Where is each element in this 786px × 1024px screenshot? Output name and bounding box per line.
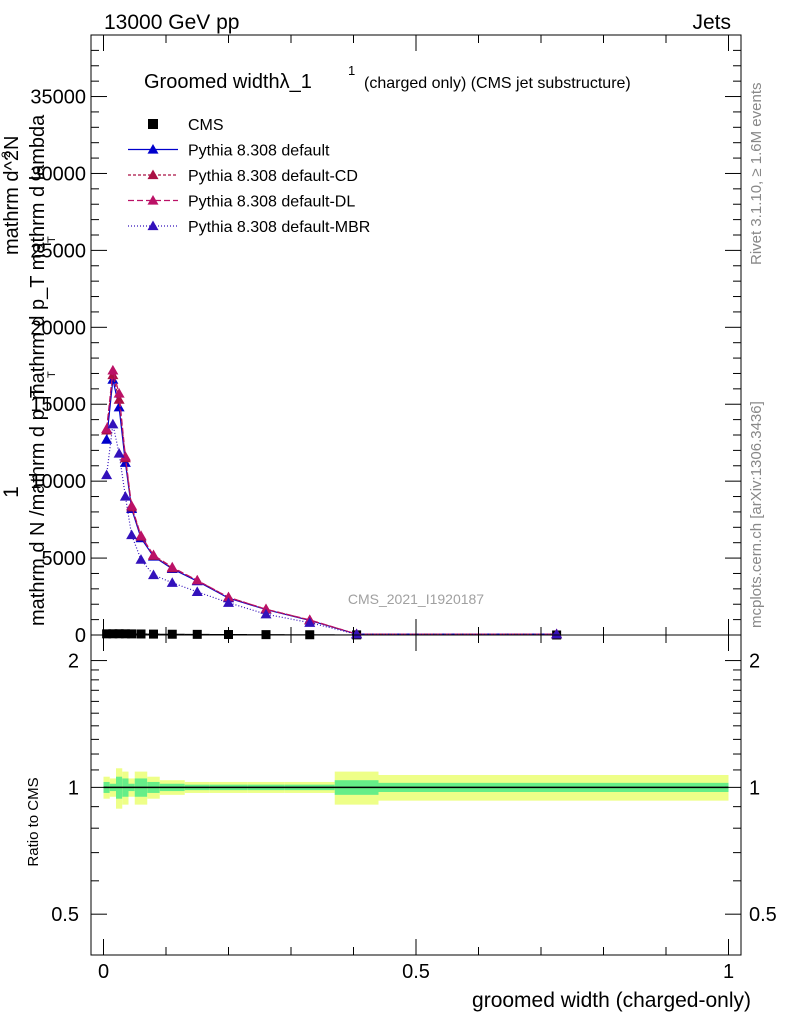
ylabel-superscript: 2 bbox=[0, 151, 13, 158]
y-tick-label: 10000 bbox=[30, 471, 86, 493]
cms-point bbox=[102, 629, 112, 639]
ratio-ylabel: Ratio to CMS bbox=[25, 777, 42, 866]
series-line-2 bbox=[106, 374, 557, 635]
series-point-3 bbox=[107, 364, 119, 375]
cms-point bbox=[136, 629, 146, 639]
series-point-4 bbox=[107, 418, 119, 429]
title-main: Groomed widthλ_1 bbox=[144, 71, 312, 93]
series-point-4 bbox=[126, 529, 138, 540]
y-tick-label: 5000 bbox=[42, 548, 87, 570]
series-point-3 bbox=[260, 603, 272, 614]
ylabel-t-sub: T bbox=[46, 236, 58, 243]
ratio-bands bbox=[103, 768, 729, 809]
series-point-4 bbox=[135, 554, 147, 564]
legend: CMS Pythia 8.308 default Pythia 8.308 defa… bbox=[128, 117, 370, 236]
ratio-y-tick-label-right: 1 bbox=[749, 777, 760, 799]
series-point-3 bbox=[148, 549, 159, 560]
x-tick-label: 0.5 bbox=[402, 961, 430, 983]
ratio-y-tick-label-left: 2 bbox=[68, 651, 79, 673]
legend-marker bbox=[147, 195, 159, 205]
legend-label: Pythia 8.308 default-MBR bbox=[188, 219, 370, 236]
mcplots-label: mcplots.cern.ch [arXiv:1306.3436] bbox=[748, 401, 765, 628]
series-point-4 bbox=[304, 617, 316, 627]
ylabel-t-sub2: T bbox=[46, 371, 58, 378]
series-point-1 bbox=[101, 434, 113, 444]
main-ylabel: 1 mathrm d N /mathrm d p_T mathrm d^2N 2… bbox=[0, 114, 58, 626]
series-point-4 bbox=[260, 608, 272, 619]
series-point-1 bbox=[113, 401, 125, 412]
series-point-3 bbox=[191, 574, 203, 585]
main-axes: 0 5000 10000 15000 20000 25000 30000 35000 bbox=[30, 34, 742, 647]
ratio-axes: 0.5 0.5 1 1 2 2 0 0.5 1 bbox=[51, 634, 777, 983]
y-tick-label: 30000 bbox=[30, 163, 86, 185]
series-point-3 bbox=[119, 451, 131, 461]
analysis-label: CMS_2021_I1920187 bbox=[348, 591, 484, 607]
legend-marker bbox=[147, 169, 159, 180]
x-tick-label: 1 bbox=[723, 961, 734, 983]
legend-label: Pythia 8.308 default-DL bbox=[188, 194, 355, 211]
x-tick-label: 0 bbox=[98, 961, 109, 983]
series-point-4 bbox=[119, 491, 131, 501]
series-point-4 bbox=[113, 447, 125, 458]
y-tick-label: 20000 bbox=[30, 317, 86, 339]
legend-label: Pythia 8.308 default bbox=[188, 143, 330, 160]
y-tick-label: 0 bbox=[75, 625, 86, 647]
series-point-3 bbox=[166, 561, 178, 572]
series-point-3 bbox=[223, 591, 234, 602]
cms-point bbox=[149, 629, 158, 639]
series-point-3 bbox=[101, 423, 113, 433]
y-tick-label: 25000 bbox=[30, 240, 86, 262]
ylabel-dn: mathrm d^2N bbox=[1, 136, 23, 255]
ylabel-dpt: mathrm d p_T mathrm d lambda bbox=[27, 114, 49, 400]
series-point-4 bbox=[101, 469, 113, 480]
legend-marker bbox=[147, 220, 159, 231]
title-superscript: 1 bbox=[348, 63, 355, 78]
y-tick-label: 15000 bbox=[30, 394, 86, 416]
series-point-3 bbox=[135, 530, 147, 540]
cms-point bbox=[127, 629, 137, 639]
ratio-y-tick-label-left: 0.5 bbox=[51, 904, 79, 926]
series-point-4 bbox=[551, 628, 563, 639]
ratio-y-tick-label-left: 1 bbox=[68, 777, 79, 799]
ylabel-denominator: mathrm d N /mathrm d p_T bbox=[27, 386, 49, 626]
cms-point bbox=[114, 629, 124, 639]
series-point-3 bbox=[113, 387, 125, 398]
cms-point bbox=[167, 629, 177, 639]
cms-point bbox=[120, 629, 130, 639]
legend-label: CMS bbox=[188, 117, 224, 134]
legend-marker bbox=[147, 144, 159, 154]
series-point-4 bbox=[223, 597, 234, 607]
series-line-1 bbox=[106, 379, 557, 635]
y-tick-label: 35000 bbox=[30, 87, 86, 109]
x-axis-label: groomed width (charged-only) bbox=[472, 989, 751, 1012]
series-line-3 bbox=[106, 370, 557, 635]
rivet-label: Rivet 3.1.10, ≥ 1.6M events bbox=[748, 83, 765, 266]
cms-point bbox=[108, 629, 118, 639]
series-point-4 bbox=[166, 577, 178, 587]
ratio-y-tick-label-right: 0.5 bbox=[749, 904, 777, 926]
header-jets: Jets bbox=[692, 11, 731, 34]
cms-point bbox=[192, 629, 202, 639]
ylabel-one: 1 bbox=[0, 486, 23, 498]
series-line-4 bbox=[106, 424, 557, 635]
series-point-4 bbox=[148, 569, 159, 580]
series-point-2 bbox=[113, 394, 125, 404]
chart-title: Groomed widthλ_1 1 (charged only) (CMS j… bbox=[144, 63, 631, 93]
legend-label: Pythia 8.308 default-CD bbox=[188, 168, 358, 185]
legend-marker-cms bbox=[148, 119, 158, 129]
title-suffix: (charged only) (CMS jet substructure) bbox=[364, 75, 631, 92]
series-point-3 bbox=[126, 500, 138, 510]
series-point-4 bbox=[191, 586, 203, 597]
ratio-y-tick-label-right: 2 bbox=[749, 651, 760, 673]
header-energy: 13000 GeV pp bbox=[104, 11, 239, 34]
